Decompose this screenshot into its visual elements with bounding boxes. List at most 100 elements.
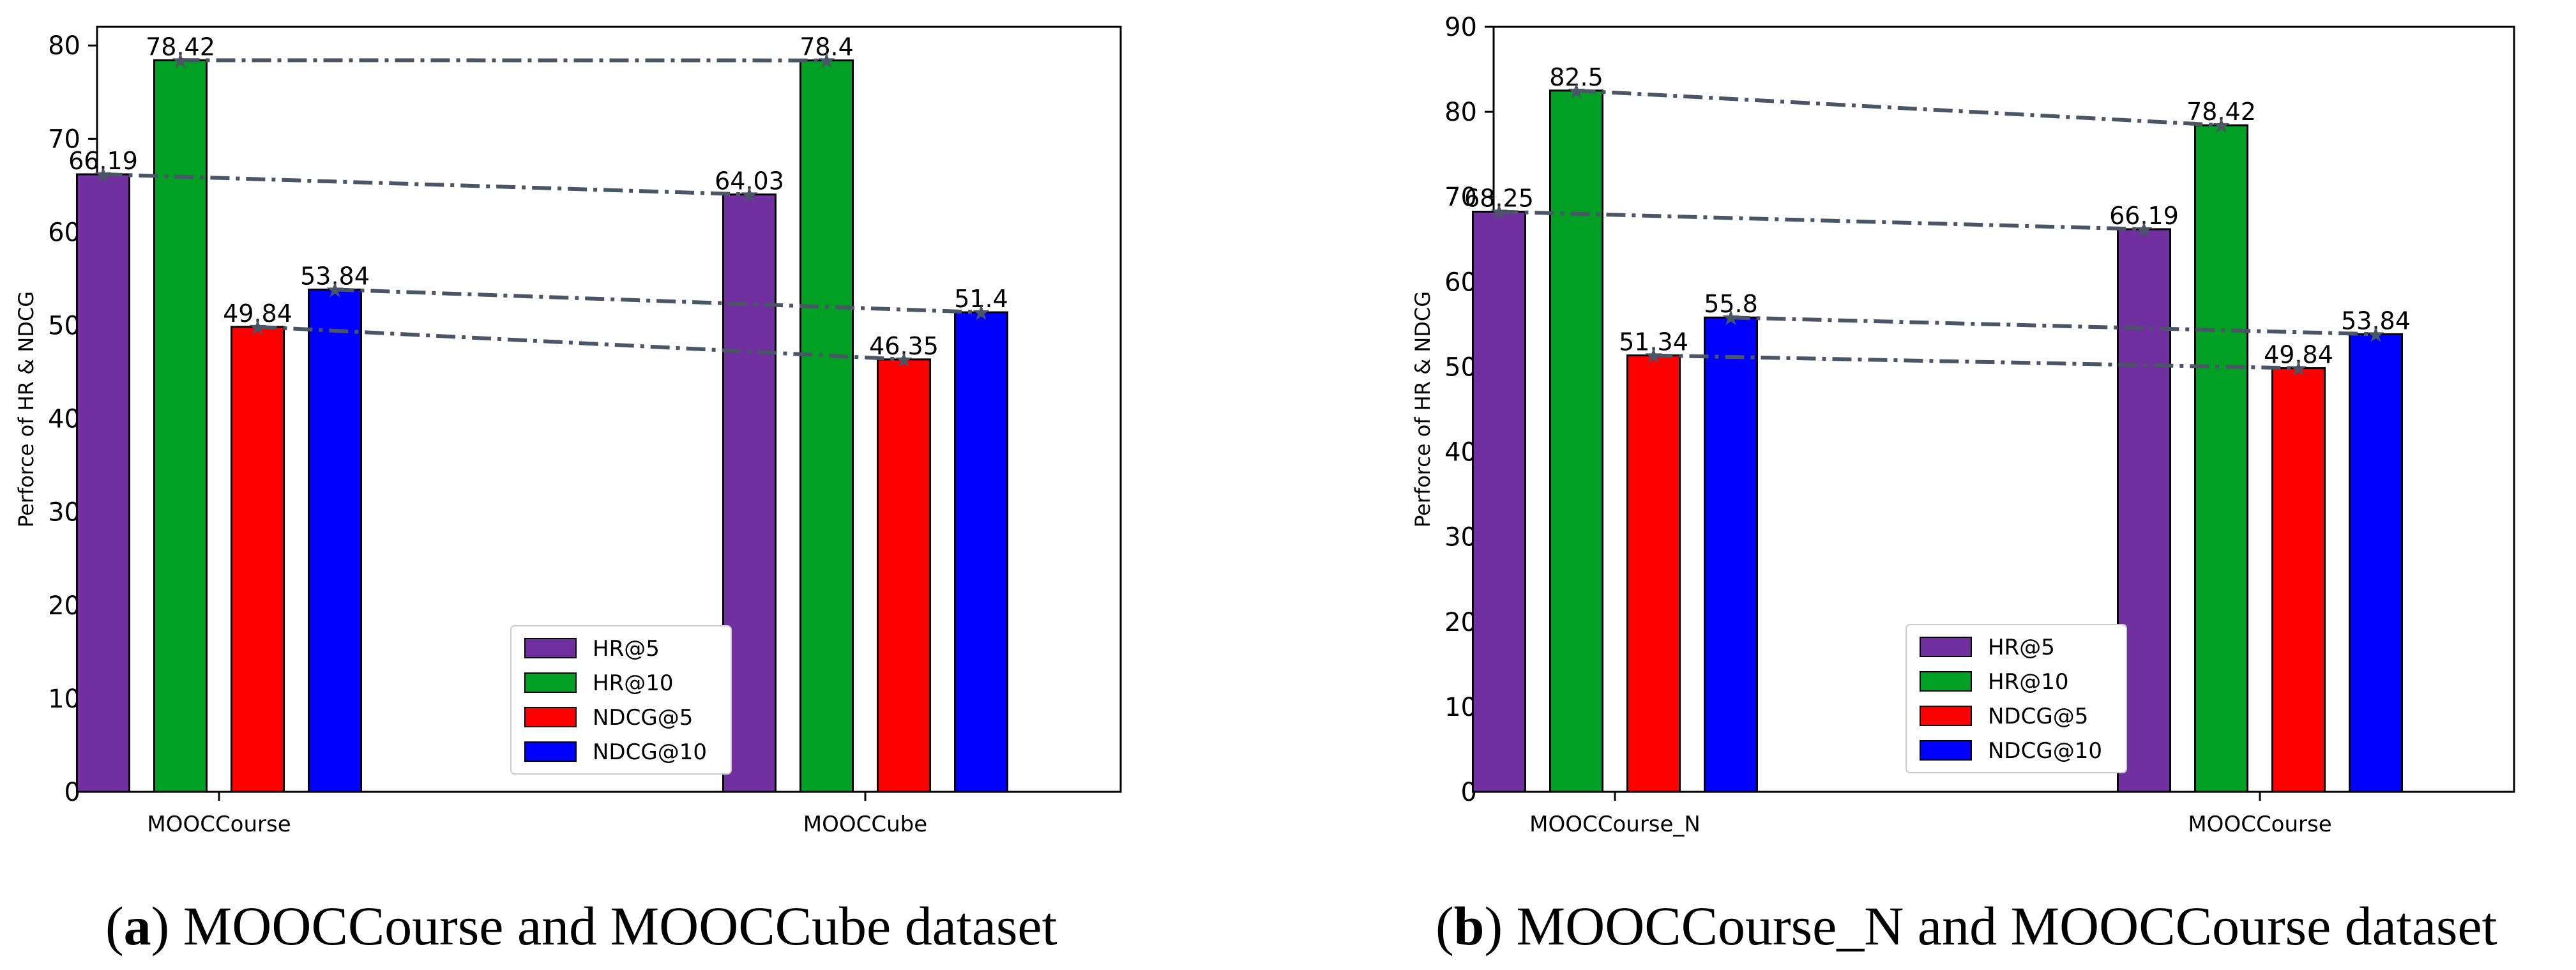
bar-ndcg-at-5: [877, 358, 931, 793]
data-label: 51.4: [954, 285, 1008, 313]
y-axis-label: Perforce of HR & NDCG: [1411, 291, 1435, 527]
bar-hr-at-10: [153, 59, 208, 793]
legend-swatch: [1920, 740, 1972, 761]
trend-marker: ★: [1489, 200, 1508, 225]
bar-ndcg-at-5: [231, 326, 285, 793]
bar-hr-at-10: [2194, 124, 2248, 793]
caption-a-text: MOOCCourse and MOOCCube dataset: [183, 895, 1057, 957]
trend-marker: ★: [894, 347, 913, 373]
legend-box: [1905, 624, 2127, 773]
legend-label: HR@5: [1988, 635, 2055, 660]
legend-label: HR@10: [593, 671, 673, 696]
data-label: 64.03: [715, 167, 784, 195]
y-tick-label: 60: [48, 218, 80, 247]
y-axis-label: Perforce of HR & NDCG: [14, 291, 38, 527]
legend-label: NDCG@10: [1988, 738, 2102, 764]
trend-marker: ★: [2366, 322, 2385, 347]
trend-marker: ★: [93, 162, 112, 188]
data-label: 78.42: [146, 33, 215, 61]
data-label: 66.19: [68, 147, 138, 175]
trend-marker: ★: [2134, 217, 2153, 243]
legend-swatch: [1920, 706, 1972, 726]
x-tick-label: MOOCCourse_N: [1529, 812, 1701, 837]
trend-marker: ★: [817, 49, 836, 74]
bar-ndcg-at-10: [2349, 333, 2403, 793]
y-tick-label: 40: [48, 405, 80, 434]
bar-ndcg-at-10: [1704, 316, 1758, 793]
y-tick-label: 20: [1444, 608, 1477, 637]
legend-label: HR@5: [593, 636, 660, 662]
legend-label: NDCG@10: [593, 739, 707, 765]
y-tick-label: 70: [48, 125, 80, 154]
trend-marker: ★: [2289, 356, 2308, 382]
bar-hr-at-5: [76, 173, 130, 793]
trend-line: [1731, 315, 2376, 337]
y-tick-label: 80: [1444, 98, 1477, 127]
trend-marker: ★: [1566, 79, 1586, 104]
y-tick-label: 30: [48, 498, 80, 527]
y-tick-label: 50: [48, 312, 80, 341]
trend-marker: ★: [971, 300, 990, 326]
trend-line: [1499, 209, 2144, 231]
caption-b-label: b: [1453, 895, 1485, 957]
trend-marker: ★: [248, 315, 267, 340]
data-label: 49.84: [2264, 341, 2333, 369]
legend-swatch: [524, 741, 577, 762]
data-label: 55.8: [1704, 290, 1758, 318]
legend-box: [510, 625, 732, 775]
bar-hr-at-10: [799, 59, 854, 793]
bar-ndcg-at-10: [308, 288, 362, 793]
trend-marker: ★: [325, 277, 344, 303]
trend-line: [335, 287, 981, 315]
data-label: 49.84: [223, 299, 292, 328]
trend-marker: ★: [2211, 113, 2231, 139]
y-tick-label: 80: [48, 31, 80, 61]
legend: HR@5 HR@10 NDCG@5 NDCG@10: [510, 625, 732, 775]
bar-ndcg-at-10: [954, 311, 1008, 793]
data-label: 82.5: [1549, 63, 1603, 91]
legend-swatch: [1920, 637, 1972, 657]
y-tick-label: 20: [48, 591, 80, 621]
bar-ndcg-at-5: [1626, 354, 1681, 793]
data-label: 68.25: [1464, 185, 1534, 213]
y-tick-label: 90: [1444, 13, 1477, 42]
trend-marker: ★: [1721, 305, 1740, 331]
trend-marker: ★: [1644, 344, 1663, 369]
caption-a: (a) MOOCCourse and MOOCCube dataset: [105, 895, 1057, 957]
legend-label: NDCG@5: [1988, 704, 2088, 729]
x-tick-label: MOOCCourse: [147, 812, 291, 837]
data-label: 51.34: [1619, 328, 1688, 356]
x-tick-label: MOOCCourse: [2188, 812, 2331, 837]
y-tick-label: 10: [1444, 693, 1477, 722]
data-label: 78.42: [2186, 98, 2256, 126]
data-label: 66.19: [2109, 202, 2179, 230]
trend-line: [257, 324, 904, 361]
caption-b: (b) MOOCCourse_N and MOOCCourse dataset: [1436, 895, 2497, 957]
bar-hr-at-10: [1549, 89, 1603, 793]
legend-label: HR@10: [1988, 669, 2068, 695]
y-tick-label: 30: [1444, 523, 1477, 552]
data-label: 78.4: [799, 33, 854, 61]
bar-hr-at-5: [1472, 211, 1526, 793]
x-tick-label: MOOCCube: [803, 812, 927, 837]
legend-swatch: [1920, 671, 1972, 692]
legend: HR@5 HR@10 NDCG@5 NDCG@10: [1905, 624, 2127, 773]
caption-b-text: MOOCCourse_N and MOOCCourse dataset: [1516, 895, 2497, 957]
legend-swatch: [524, 707, 577, 727]
bar-hr-at-5: [722, 193, 777, 793]
data-label: 46.35: [869, 332, 939, 360]
data-label: 53.84: [300, 262, 370, 290]
legend-swatch: [524, 672, 577, 693]
trend-line: [103, 172, 750, 197]
y-tick-label: 10: [48, 685, 80, 714]
trend-line: [1576, 88, 2222, 128]
y-tick-label: 40: [1444, 438, 1477, 467]
trend-line: [1653, 353, 2299, 370]
y-tick-label: 70: [1444, 183, 1477, 212]
y-tick-label: 60: [1444, 268, 1477, 297]
data-label: 53.84: [2341, 307, 2411, 335]
bar-ndcg-at-5: [2271, 367, 2326, 793]
